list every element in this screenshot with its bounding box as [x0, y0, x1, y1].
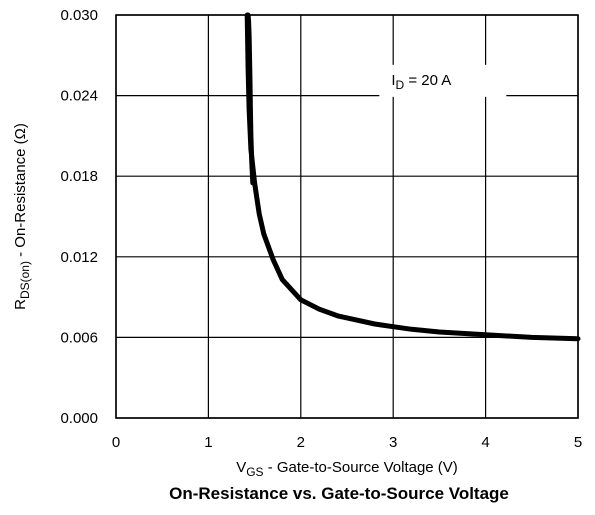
annotation-background	[379, 64, 507, 97]
y-tick-label: 0.012	[60, 249, 98, 266]
y-tick-label: 0.030	[60, 7, 98, 24]
x-tick-label: 5	[574, 434, 582, 451]
y-axis-ticks: 0.000 0.006 0.012 0.018 0.024 0.030	[60, 7, 98, 427]
series-layer	[244, 12, 581, 342]
plot-frame	[115, 14, 579, 419]
y-tick-label: 0.006	[60, 329, 98, 346]
y-tick-label: 0.000	[60, 410, 98, 427]
x-tick-label: 3	[389, 434, 397, 451]
annotation-label: ID = 20 A	[391, 72, 451, 92]
y-axis-title: RDS(on) - On-Resistance (Ω)	[12, 123, 32, 310]
x-axis-ticks: 0 1 2 3 4 5	[112, 434, 582, 451]
y-tick-label: 0.018	[60, 168, 98, 185]
x-tick-label: 2	[297, 434, 305, 451]
x-tick-label: 0	[112, 434, 120, 451]
current-annotation: ID = 20 A	[379, 64, 507, 97]
chart-title: On-Resistance vs. Gate-to-Source Voltage	[169, 484, 509, 503]
x-tick-label: 1	[204, 434, 212, 451]
y-tick-label: 0.024	[60, 88, 98, 105]
grid	[115, 14, 579, 419]
x-axis-title: VGS - Gate-to-Source Voltage (V)	[236, 459, 458, 479]
x-tick-label: 4	[481, 434, 489, 451]
series-line	[244, 12, 581, 342]
